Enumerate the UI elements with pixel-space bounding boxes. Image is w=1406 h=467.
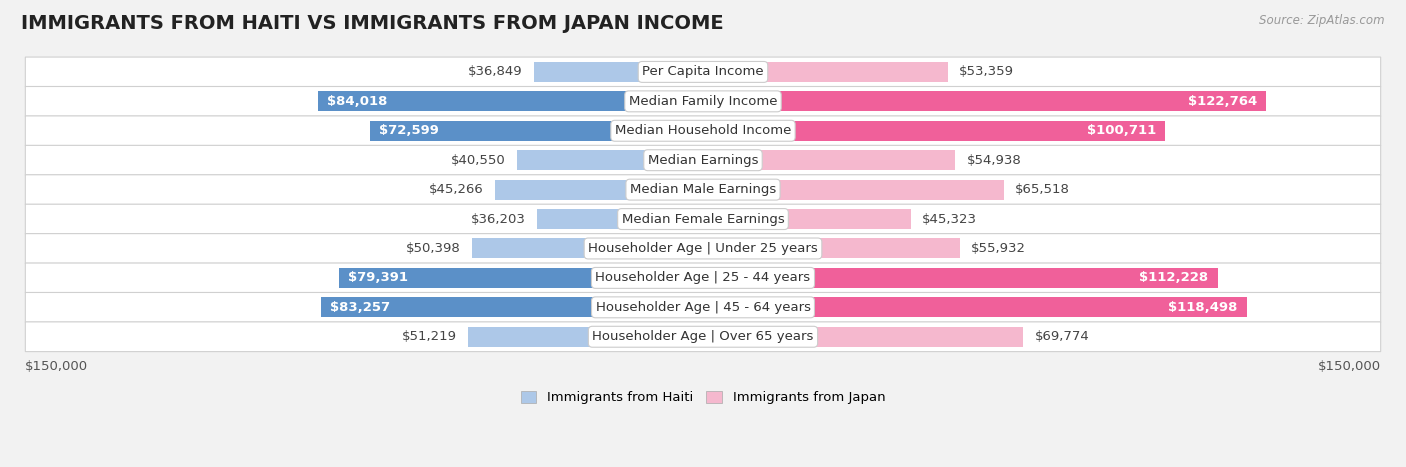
Text: $79,391: $79,391 [349,271,408,284]
Text: $150,000: $150,000 [25,360,89,373]
Text: $50,398: $50,398 [405,242,460,255]
FancyBboxPatch shape [25,263,1381,293]
Bar [703,92,1265,111]
Text: $118,498: $118,498 [1168,301,1237,314]
Text: $36,849: $36,849 [468,65,523,78]
Text: $45,266: $45,266 [429,183,484,196]
Text: Median Earnings: Median Earnings [648,154,758,167]
Text: Median Female Earnings: Median Female Earnings [621,212,785,226]
FancyBboxPatch shape [25,204,1381,234]
Text: Householder Age | Over 65 years: Householder Age | Over 65 years [592,330,814,343]
Bar [537,209,703,229]
Text: $65,518: $65,518 [1015,183,1070,196]
FancyBboxPatch shape [25,292,1381,322]
FancyBboxPatch shape [25,145,1381,175]
Bar [703,121,1166,141]
Bar [703,62,948,82]
Text: Median Family Income: Median Family Income [628,95,778,108]
Bar [534,62,703,82]
Text: $150,000: $150,000 [1317,360,1381,373]
Text: $112,228: $112,228 [1139,271,1209,284]
Text: IMMIGRANTS FROM HAITI VS IMMIGRANTS FROM JAPAN INCOME: IMMIGRANTS FROM HAITI VS IMMIGRANTS FROM… [21,14,724,33]
Bar [703,239,959,258]
Text: $55,932: $55,932 [972,242,1026,255]
FancyBboxPatch shape [25,175,1381,205]
Text: $100,711: $100,711 [1087,124,1156,137]
Text: Source: ZipAtlas.com: Source: ZipAtlas.com [1260,14,1385,27]
Text: $69,774: $69,774 [1035,330,1090,343]
Bar [703,297,1247,318]
FancyBboxPatch shape [25,322,1381,352]
Text: $45,323: $45,323 [922,212,977,226]
Bar [472,239,703,258]
Text: $40,550: $40,550 [451,154,506,167]
Bar [703,150,955,170]
Bar [703,327,1024,347]
Text: $84,018: $84,018 [326,95,387,108]
Bar [321,297,703,318]
FancyBboxPatch shape [25,234,1381,263]
Bar [370,121,703,141]
Legend: Immigrants from Haiti, Immigrants from Japan: Immigrants from Haiti, Immigrants from J… [515,386,891,410]
Text: Householder Age | Under 25 years: Householder Age | Under 25 years [588,242,818,255]
FancyBboxPatch shape [25,86,1381,116]
Bar [703,180,1004,199]
Bar [339,268,703,288]
Bar [517,150,703,170]
Bar [318,92,703,111]
Text: Median Household Income: Median Household Income [614,124,792,137]
Text: $36,203: $36,203 [471,212,526,226]
Text: $54,938: $54,938 [966,154,1021,167]
Text: $83,257: $83,257 [330,301,391,314]
Text: Median Male Earnings: Median Male Earnings [630,183,776,196]
Text: $51,219: $51,219 [402,330,457,343]
Text: $72,599: $72,599 [380,124,439,137]
Bar [703,209,911,229]
Bar [703,268,1218,288]
Bar [495,180,703,199]
Text: Per Capita Income: Per Capita Income [643,65,763,78]
Text: Householder Age | 25 - 44 years: Householder Age | 25 - 44 years [595,271,811,284]
Bar [468,327,703,347]
Text: $53,359: $53,359 [959,65,1014,78]
Text: Householder Age | 45 - 64 years: Householder Age | 45 - 64 years [596,301,810,314]
FancyBboxPatch shape [25,57,1381,87]
FancyBboxPatch shape [25,116,1381,146]
Text: $122,764: $122,764 [1188,95,1257,108]
